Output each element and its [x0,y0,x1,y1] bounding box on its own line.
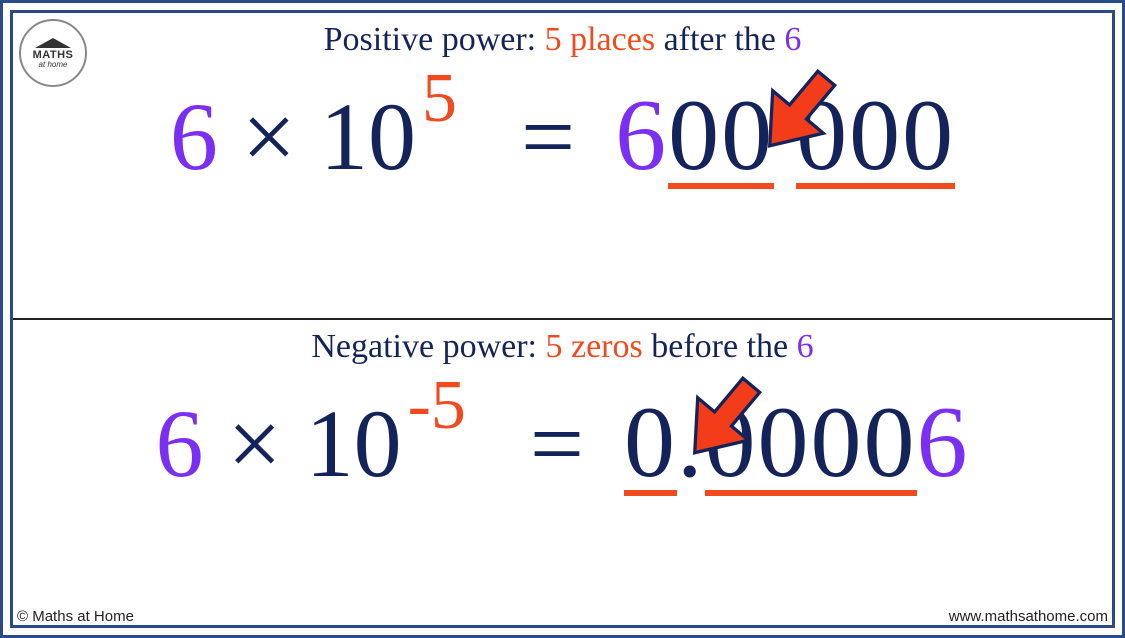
roof-icon [35,38,71,48]
equals: = [530,388,584,499]
logo-line2: at home [39,61,68,69]
equals: = [521,81,575,192]
footer-right: www.mathsathome.com [949,608,1108,625]
eq-left: 6 × 105 [170,81,451,192]
title-mid: before the [643,328,797,365]
title-mid: after the [655,21,784,58]
logo-badge: MATHS at home [19,19,87,87]
zero: 0 [668,89,721,189]
eq-left: 6 × 10-5 [155,388,459,499]
arrow-icon [743,57,853,167]
top-equation: 6 × 105 = 600000 [13,77,1112,194]
zero: 0 [902,89,955,189]
footer-left: © Maths at Home [17,608,134,625]
exponent: 5 [422,60,457,137]
title-count: 5 places [545,21,655,58]
base: 10 [320,83,416,190]
outer-frame: MATHS at home Positive power: 5 places a… [0,0,1125,638]
title-digit: 6 [784,21,801,58]
top-panel: Positive power: 5 places after the 6 6 ×… [13,13,1112,318]
trail-digit: 6 [917,386,970,499]
title-pre: Positive power: [324,21,545,58]
zero: 0 [864,396,917,496]
logo-line1: MATHS [33,50,74,61]
times: × [203,390,305,497]
title-count: 5 zeros [546,328,643,365]
title-pre: Negative power: [311,328,545,365]
arrow-icon [668,364,778,474]
bottom-title: Negative power: 5 zeros before the 6 [311,328,813,366]
inner-frame: MATHS at home Positive power: 5 places a… [10,10,1115,628]
coef: 6 [155,390,203,497]
top-title: Positive power: 5 places after the 6 [324,21,802,59]
zero: 0 [849,89,902,189]
lead-digit: 6 [615,79,668,192]
times: × [218,83,320,190]
exponent: -5 [408,367,466,444]
bottom-panel: Negative power: 5 zeros before the 6 6 ×… [13,320,1112,625]
bottom-equation: 6 × 10-5 = 0.00006 [13,384,1112,501]
zero: 0 [811,396,864,496]
base: 10 [306,390,402,497]
coef: 6 [170,83,218,190]
title-digit: 6 [797,328,814,365]
